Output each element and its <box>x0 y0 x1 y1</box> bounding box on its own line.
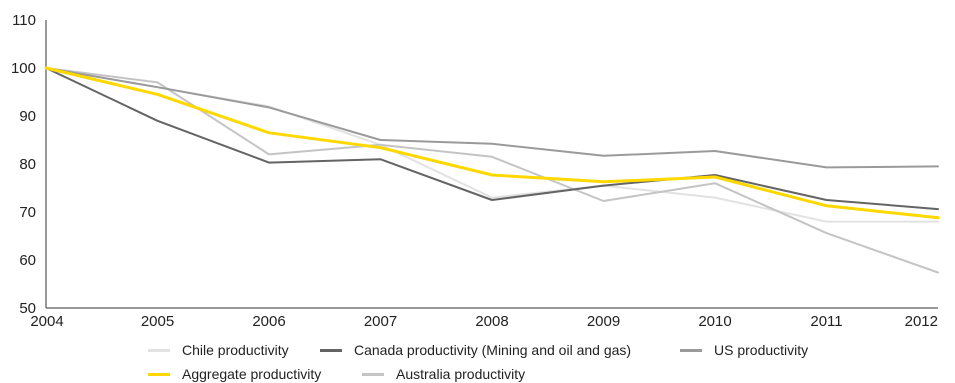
y-tick-label: 110 <box>12 12 36 29</box>
series-line-australia-productivity <box>45 67 939 274</box>
x-tick-label: 2007 <box>364 313 397 330</box>
y-tick-label: 70 <box>19 204 36 221</box>
y-tick-label: 100 <box>11 60 36 77</box>
y-tick-label: 80 <box>19 156 36 173</box>
x-tick-label: 2012 <box>905 313 938 330</box>
x-tick-label: 2008 <box>475 313 508 330</box>
x-tick-label: 2004 <box>30 313 63 330</box>
x-tick-label: 2011 <box>810 313 842 330</box>
x-tick-label: 2006 <box>252 313 285 330</box>
x-tick-label: 2010 <box>698 313 731 330</box>
series-line-canada-productivity-mining-and-oil-and-gas <box>45 67 939 211</box>
x-tick-label: 2009 <box>587 313 620 330</box>
series-line-aggregate-productivity <box>44 66 940 220</box>
y-tick-label: 90 <box>19 108 36 125</box>
y-tick-label: 50 <box>19 300 36 317</box>
y-tick-label: 60 <box>19 252 36 269</box>
series-line-us-productivity <box>45 67 939 169</box>
x-tick-label: 2005 <box>141 313 174 330</box>
